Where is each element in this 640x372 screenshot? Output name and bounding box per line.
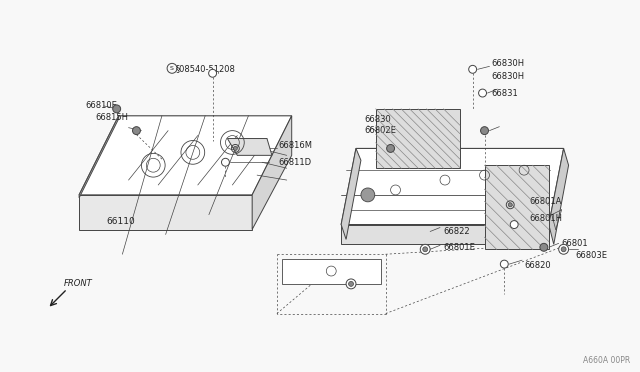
Text: 66802E: 66802E [364,126,396,135]
Text: 66801: 66801 [562,239,588,248]
Bar [376,109,460,168]
Circle shape [113,105,120,113]
Circle shape [559,244,568,254]
Text: 66820: 66820 [524,261,550,270]
Text: 66816M: 66816M [279,141,313,150]
Circle shape [468,65,477,73]
Circle shape [561,247,566,252]
Circle shape [221,158,229,166]
Polygon shape [252,116,292,230]
Circle shape [346,279,356,289]
Text: FRONT: FRONT [64,279,93,288]
Text: 66822: 66822 [443,227,470,236]
Circle shape [349,282,353,286]
Polygon shape [282,259,381,284]
Text: 66801H: 66801H [529,214,562,223]
Text: 66801A: 66801A [529,197,561,206]
Text: 66815H: 66815H [95,113,128,122]
Circle shape [361,188,375,202]
Circle shape [209,69,216,77]
Circle shape [132,127,140,135]
Polygon shape [79,116,292,195]
Circle shape [420,244,430,254]
Text: 66830H: 66830H [492,59,525,68]
Circle shape [481,127,488,135]
Circle shape [479,89,486,97]
Text: 66803E: 66803E [575,251,607,260]
Polygon shape [548,148,568,244]
Polygon shape [341,148,564,225]
Circle shape [234,147,237,150]
Text: 66811D: 66811D [279,158,312,167]
Polygon shape [341,148,361,240]
Text: 66810E: 66810E [85,102,117,110]
Circle shape [540,243,548,251]
Polygon shape [79,195,252,230]
Circle shape [387,144,394,153]
Bar [484,165,548,249]
Polygon shape [341,225,548,244]
Text: 66830H: 66830H [492,72,525,81]
Circle shape [508,203,512,207]
Text: A660A 00PR: A660A 00PR [584,356,630,365]
Text: S: S [170,66,174,71]
Circle shape [500,260,508,268]
Text: 66110: 66110 [107,217,136,226]
Text: 66831: 66831 [492,89,518,97]
Polygon shape [227,138,272,155]
Text: 66801E: 66801E [443,243,475,252]
Polygon shape [79,116,118,198]
Text: 66830: 66830 [364,115,390,124]
Circle shape [423,247,428,252]
Circle shape [510,221,518,228]
Text: §08540-51208: §08540-51208 [176,64,236,73]
